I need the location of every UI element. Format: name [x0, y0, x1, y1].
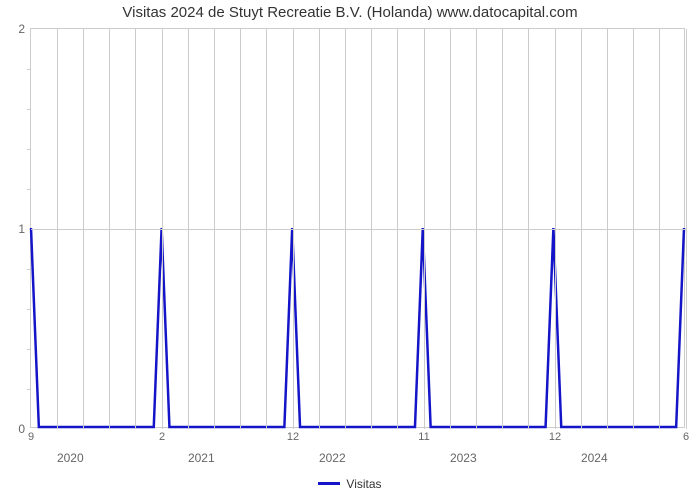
plot-area: 01292121112620202021202220232024	[30, 28, 685, 428]
y-minor-tick	[27, 389, 31, 390]
chart-container: Visitas 2024 de Stuyt Recreatie B.V. (Ho…	[0, 0, 700, 500]
x-year-label: 2024	[581, 451, 608, 465]
x-year-label: 2022	[319, 451, 346, 465]
y-tick-label: 1	[18, 222, 31, 236]
x-year-label: 2020	[57, 451, 84, 465]
y-minor-tick	[27, 189, 31, 190]
x-value-label: 12	[549, 427, 561, 443]
x-value-label: 9	[28, 427, 34, 443]
chart-title: Visitas 2024 de Stuyt Recreatie B.V. (Ho…	[0, 4, 700, 21]
x-year-label: 2023	[450, 451, 477, 465]
legend-swatch	[318, 482, 340, 485]
grid-line-horizontal	[31, 229, 686, 230]
y-minor-tick	[27, 309, 31, 310]
x-year-label: 2021	[188, 451, 215, 465]
x-value-label: 2	[159, 427, 165, 443]
legend-label: Visitas	[346, 477, 381, 491]
y-minor-tick	[27, 149, 31, 150]
series-line	[31, 228, 684, 427]
y-minor-tick	[27, 109, 31, 110]
y-minor-tick	[27, 349, 31, 350]
y-minor-tick	[27, 269, 31, 270]
x-value-label: 6	[683, 427, 689, 443]
legend: Visitas	[0, 476, 700, 491]
x-value-label: 12	[287, 427, 299, 443]
y-tick-label: 2	[18, 22, 31, 36]
y-minor-tick	[27, 69, 31, 70]
x-value-label: 11	[418, 427, 429, 443]
